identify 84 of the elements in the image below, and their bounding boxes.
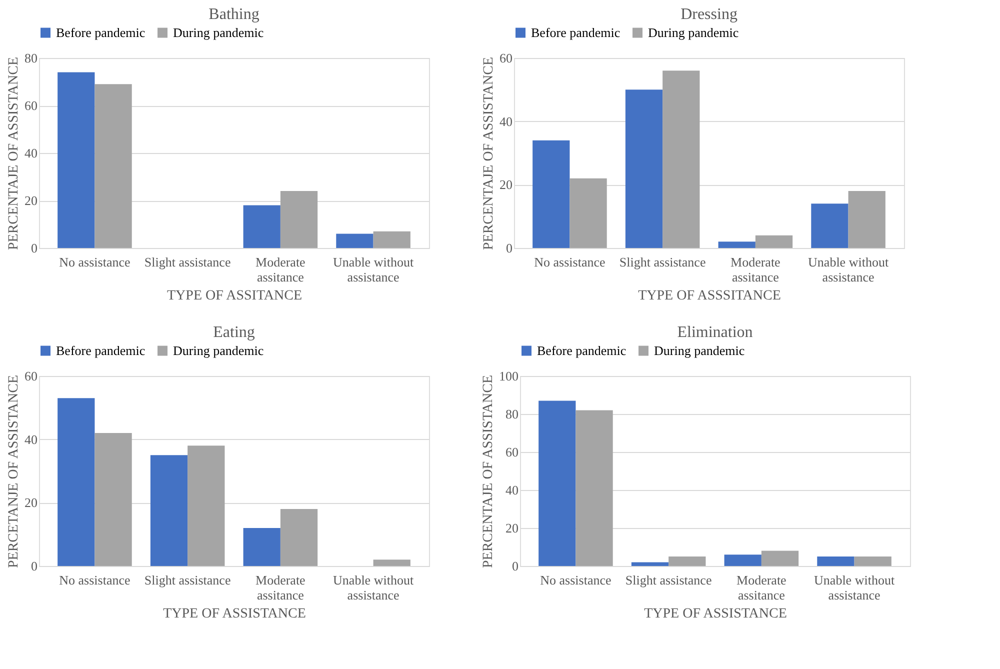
x-tick-label: Unable without assistance xyxy=(808,254,889,284)
bar xyxy=(570,178,607,248)
bar xyxy=(94,433,132,566)
bar xyxy=(58,72,95,248)
bar xyxy=(280,191,318,248)
bar xyxy=(538,400,576,566)
x-axis-title: TYPE OF ASSISTANCE xyxy=(644,606,787,622)
y-tick-label: 80 xyxy=(24,50,38,66)
bar xyxy=(718,242,756,248)
x-tick-label: Slight assistance xyxy=(619,254,706,270)
x-tick-label: Slight assistance xyxy=(625,572,712,588)
y-tick-label: 60 xyxy=(24,368,38,384)
x-tick-label: Unable without assistance xyxy=(814,572,895,602)
bar xyxy=(724,554,762,566)
legend-label: Before pandemic xyxy=(56,342,146,358)
y-axis-title: PERCETANJE OF ASSISTANCE xyxy=(6,374,22,568)
legend-label: During pandemic xyxy=(173,24,264,40)
y-axis-title: PERCENTAJE OF ASSISTANCE xyxy=(481,374,496,568)
bar xyxy=(631,562,669,566)
y-tick-label: 0 xyxy=(31,558,38,574)
y-tick-label: 20 xyxy=(24,495,38,510)
bar xyxy=(373,560,410,566)
legend-label: Before pandemic xyxy=(531,24,620,40)
bar xyxy=(761,550,799,566)
y-tick-label: 80 xyxy=(506,406,518,422)
x-tick-label: No assistance xyxy=(534,254,606,270)
legend-label: During pandemic xyxy=(648,24,739,40)
y-tick-label: 20 xyxy=(506,520,518,536)
chart-title: Bathing xyxy=(208,6,260,23)
bar xyxy=(280,509,318,566)
y-tick-label: 0 xyxy=(506,240,512,256)
x-tick-label: No assistance xyxy=(540,572,612,588)
bar xyxy=(811,204,848,248)
y-axis-title: PERCENTAJE OF ASSISTANCE xyxy=(482,56,496,250)
y-tick-label: 40 xyxy=(24,432,38,447)
y-tick-label: 40 xyxy=(500,114,512,129)
bar xyxy=(532,140,570,248)
legend-label: During pandemic xyxy=(173,342,264,358)
x-tick-label: Moderate assitance xyxy=(256,254,306,284)
x-tick-label: Moderate assitance xyxy=(730,254,781,284)
bar xyxy=(755,235,793,248)
y-tick-label: 20 xyxy=(24,193,38,208)
x-tick-label: Unable without assistance xyxy=(333,254,414,284)
y-tick-label: 0 xyxy=(512,558,518,574)
y-tick-label: 0 xyxy=(31,240,38,256)
bar xyxy=(662,70,700,248)
chart-title: Dressing xyxy=(680,6,738,23)
bar xyxy=(150,455,188,566)
bar xyxy=(576,410,613,566)
bar xyxy=(625,90,663,248)
x-tick-label: Slight assistance xyxy=(144,572,231,588)
y-tick-label: 40 xyxy=(506,482,518,498)
bar xyxy=(243,528,280,566)
bar xyxy=(848,191,886,248)
y-tick-label: 60 xyxy=(506,444,518,460)
y-tick-label: 20 xyxy=(500,177,512,192)
bar xyxy=(58,398,95,566)
x-tick-label: Moderate assitance xyxy=(256,572,306,602)
x-axis-title: TYPE OF ASSITANCE xyxy=(166,288,302,304)
y-axis-title: PERCENTAJE OF ASSISTANCE xyxy=(6,56,22,250)
x-tick-label: No assistance xyxy=(59,572,130,588)
bar xyxy=(668,556,706,566)
chart-title: Eating xyxy=(213,324,255,341)
bar xyxy=(336,234,374,248)
legend-label: During pandemic xyxy=(654,342,745,358)
y-tick-label: 60 xyxy=(500,50,512,66)
bar xyxy=(854,556,892,566)
chart-title: Elimination xyxy=(677,324,753,341)
x-axis-title: TYPE OF ASSSITANCE xyxy=(638,288,781,304)
legend-label: Before pandemic xyxy=(56,24,146,40)
x-tick-label: No assistance xyxy=(59,254,130,270)
bar xyxy=(817,556,854,566)
x-tick-label: Unable without assistance xyxy=(333,572,414,602)
bar xyxy=(188,446,225,566)
legend-label: Before pandemic xyxy=(537,342,626,358)
bar xyxy=(94,84,132,248)
y-tick-label: 100 xyxy=(499,368,518,384)
x-tick-label: Moderate assitance xyxy=(736,572,787,602)
bar xyxy=(373,231,410,248)
y-tick-label: 60 xyxy=(24,98,38,113)
y-tick-label: 40 xyxy=(24,146,38,160)
x-axis-title: TYPE OF ASSISTANCE xyxy=(163,606,306,622)
x-tick-label: Slight assistance xyxy=(144,254,231,270)
bar xyxy=(243,205,280,248)
